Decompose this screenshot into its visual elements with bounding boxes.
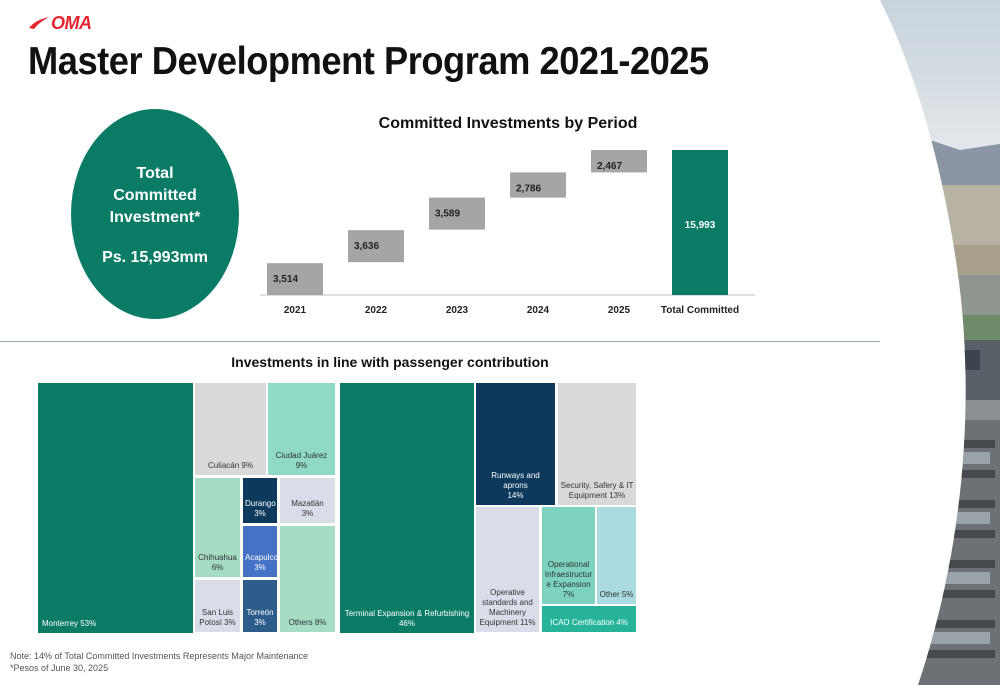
x-tick-label: 2023 [446, 305, 469, 316]
x-tick-label: 2021 [284, 305, 307, 316]
footnote: Note: 14% of Total Committed Investments… [10, 651, 308, 673]
airport-tile: San Luis Potosí 3% [195, 580, 240, 632]
treemap-title: Investments in line with passenger contr… [231, 354, 549, 370]
category-tile: Terminal Expansion & Refurbishing 46% [340, 383, 474, 633]
airport-tile: Ciudad Juárez 9% [268, 383, 335, 475]
data-label: 3,589 [435, 209, 460, 220]
category-tile-label: ICAO Certification 4% [550, 618, 628, 627]
airport-tile-label: Durango 3% [245, 499, 276, 518]
bar-2023 [429, 197, 485, 230]
page-title: Master Development Program 2021-2025 [28, 40, 709, 83]
category-tile: Runways and aprons 14% [476, 383, 555, 505]
airport-tile-label: Mazatlán 3% [291, 499, 324, 518]
airport-tile: Chihuahua 6% [195, 478, 240, 577]
category-tile-label: Security, Safery & IT Equipment 13% [560, 481, 634, 500]
category-tile-label: Terminal Expansion & Refurbishing 46% [344, 609, 470, 628]
airport-tile-label: Others 8% [288, 618, 327, 627]
airport-tile-label: Culiacán 9% [208, 461, 253, 470]
chart-title: Committed Investments by Period [378, 115, 638, 132]
bar-2022 [348, 230, 404, 263]
data-label: 3,636 [354, 241, 379, 252]
category-tile: Operative standards and Machinery Equipm… [476, 507, 539, 632]
bar-2025 [591, 150, 647, 173]
oma-swoosh-icon [29, 17, 49, 29]
section-divider [0, 341, 880, 342]
x-tick-label: Total Committed [661, 305, 739, 316]
airport-tile: Culiacán 9% [195, 383, 266, 475]
airport-tile: Acapulco 3% [243, 526, 277, 577]
category-tile: Other 5% [597, 507, 636, 604]
total-investment-label: Total Committed Investment* [109, 165, 201, 226]
airport-tile-label: Torreón 3% [246, 608, 274, 627]
total-investment-value: Ps. 15,993mm [102, 249, 208, 266]
airport-tile: Torreón 3% [243, 580, 277, 632]
airport-tile: Monterrey 53% [38, 383, 193, 633]
airport-tile: Others 8% [280, 526, 335, 632]
oma-logo: OMA [28, 12, 92, 34]
airport-tile-label: Acapulco 3% [245, 553, 277, 572]
category-tile-label: Operational Infraestructur e Expansion 7… [544, 560, 593, 599]
bar-2021 [267, 263, 323, 295]
data-label: 2,786 [516, 183, 541, 194]
airport-tile-label: Ciudad Juárez 9% [275, 451, 328, 470]
airport-tile: Mazatlán 3% [280, 478, 335, 523]
airport-tile: Durango 3% [243, 478, 277, 523]
bar-2024 [510, 172, 566, 198]
category-tile-label: Other 5% [599, 590, 634, 599]
waterfall-chart: 3,514 2021 3,636 2022 3,589 2023 2,786 2024 2,46… [260, 150, 755, 316]
x-tick-label: 2025 [608, 305, 631, 316]
category-tile: ICAO Certification 4% [542, 606, 636, 632]
category-tile-label: Operative standards and Machinery Equipm… [479, 588, 536, 627]
data-label: 2,467 [597, 161, 622, 172]
category-tile: Operational Infraestructur e Expansion 7… [542, 507, 595, 604]
category-tile-label: Runways and aprons 14% [491, 471, 540, 500]
data-label: 15,993 [685, 220, 716, 231]
x-tick-label: 2022 [365, 305, 388, 316]
page-number: 26 [908, 646, 923, 661]
bar-total-committed [672, 150, 728, 295]
x-tick-label: 2024 [527, 305, 550, 316]
data-label: 3,514 [273, 274, 298, 285]
airport-tile-label: Chihuahua 6% [198, 553, 237, 572]
airport-tile-label: San Luis Potosí 3% [199, 608, 236, 627]
airport-tile-label: Monterrey 53% [42, 619, 97, 628]
total-investment-oval: Total Committed Investment* Ps. 15,993mm [71, 109, 239, 319]
category-tile: Security, Safery & IT Equipment 13% [558, 383, 636, 505]
logo-text: OMA [51, 12, 92, 33]
